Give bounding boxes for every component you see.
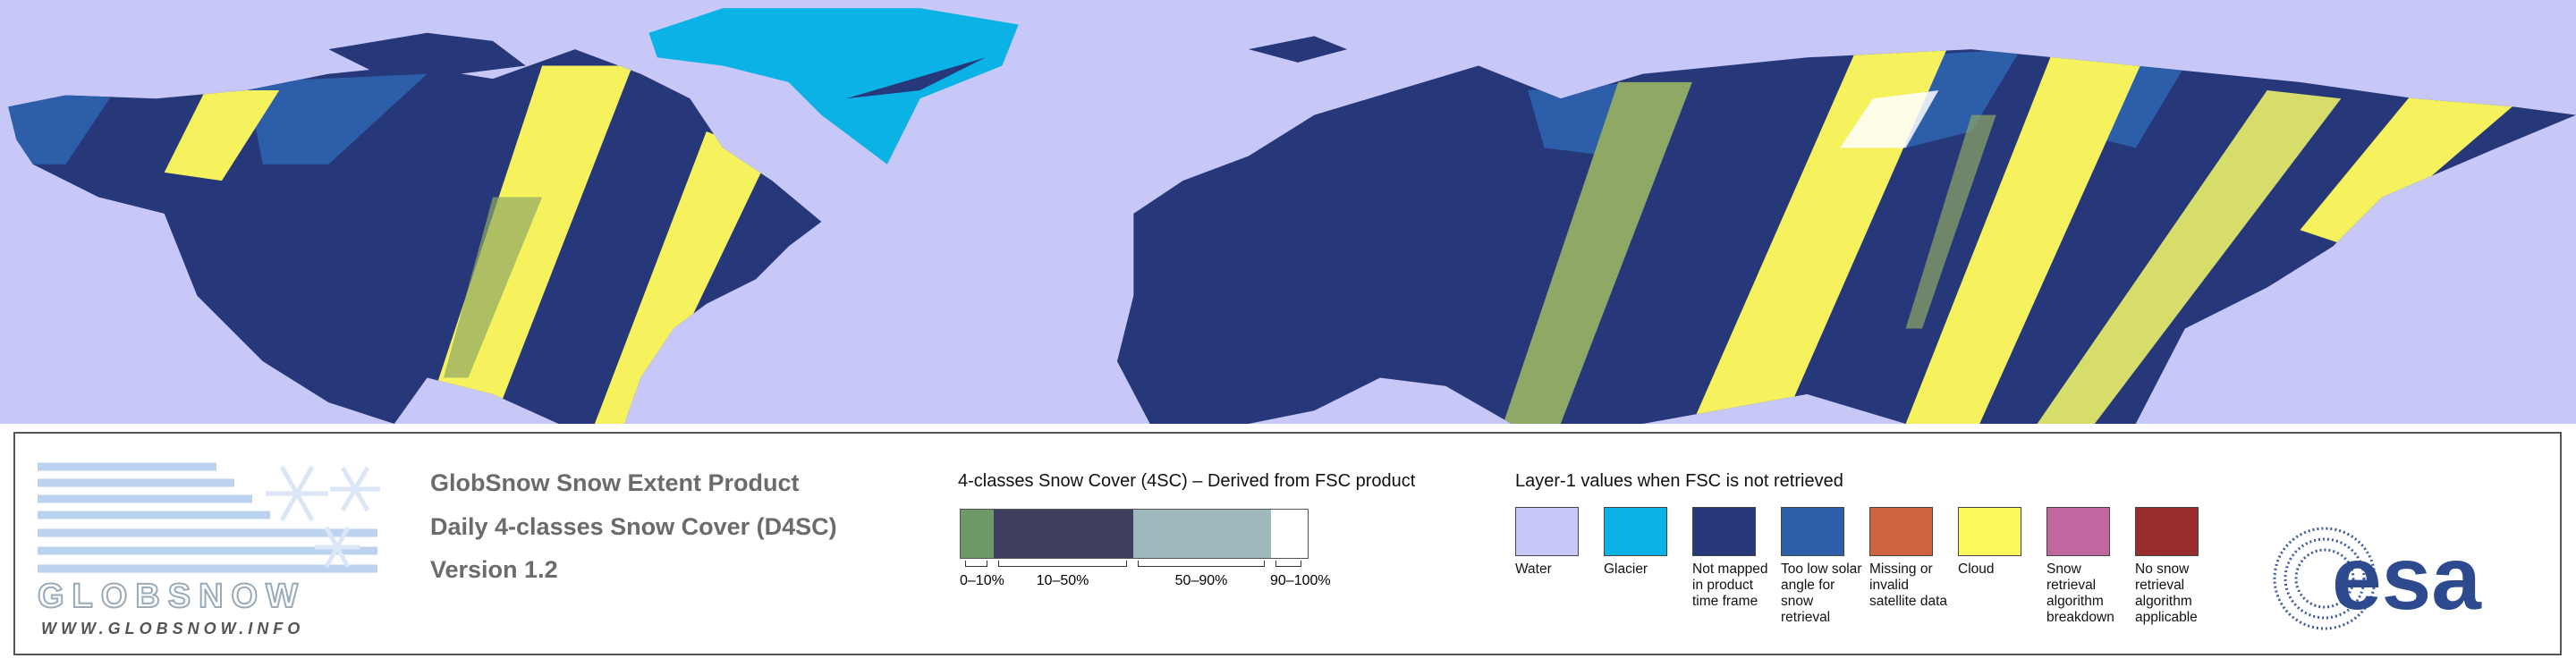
legend-panel: GLOBSNOW WWW.GLOBSNOW.INFO GlobSnow Snow… [13,432,2562,655]
legend-label: No snow retrieval algorithm applicable [2135,561,2198,625]
class-swatch [1133,510,1271,558]
class-swatch [961,510,994,558]
legend-label: Too low solar angle for snow retrieval [1781,561,1862,625]
snow-cover-labels: 0–10% 10–50% 50–90% 90–100% [960,559,1331,589]
legend-swatch [1692,507,1756,556]
legend-swatch [1781,507,1844,556]
legend-label: Not mapped in product time frame [1692,561,1768,609]
legend-swatch [1958,507,2021,556]
legend-label: Glacier [1604,561,1648,577]
product-subtitle: Daily 4-classes Snow Cover (D4SC) [430,513,837,540]
class-label: 50–90% [1132,559,1270,589]
legend-label: Water [1515,561,1552,577]
class-label: 90–100% [1270,559,1331,589]
logo-url: WWW.GLOBSNOW.INFO [41,620,304,637]
logo-name: GLOBSNOW [38,578,306,615]
legend-item: Water [1515,507,1604,626]
greenland [648,8,1019,165]
snow-map [0,0,2576,424]
class-swatch [994,510,1133,558]
legend-label: Cloud [1958,561,1995,577]
esa-logo: esa [2273,527,2482,630]
layer1-items: Water Glacier Not mapped in product time f… [1515,507,2224,626]
class-swatch [1271,510,1308,558]
legend-item: Too low solar angle for snow retrieval [1781,507,1869,626]
snow-cover-bar [960,509,1309,559]
legend-swatch [1515,507,1579,556]
legend-label: Snow retrieval algorithm breakdown [2046,561,2114,625]
snow-cover-title: 4-classes Snow Cover (4SC) – Derived fro… [958,471,1416,491]
layer1-title: Layer-1 values when FSC is not retrieved [1515,471,1843,491]
product-title: GlobSnow Snow Extent Product [430,469,800,496]
legend-item: Cloud [1958,507,2046,626]
legend-item: Glacier [1604,507,1692,626]
legend-item: Not mapped in product time frame [1692,507,1781,626]
class-label: 0–10% [960,559,1004,589]
legend-item: Snow retrieval algorithm breakdown [2046,507,2135,626]
legend-swatch [2135,507,2199,556]
esa-name: esa [2332,528,2482,629]
legend-swatch [1869,507,1933,556]
product-version: Version 1.2 [430,556,558,583]
legend-item: Missing or invalid satellite data [1869,507,1958,626]
legend-swatch [1604,507,1667,556]
legend-label: Missing or invalid satellite data [1869,561,1948,609]
class-label: 10–50% [993,559,1132,589]
legend-item: No snow retrieval algorithm applicable [2135,507,2224,626]
legend-swatch [2046,507,2110,556]
globsnow-logo: GLOBSNOW WWW.GLOBSNOW.INFO [38,462,380,637]
swaths [8,49,2522,424]
